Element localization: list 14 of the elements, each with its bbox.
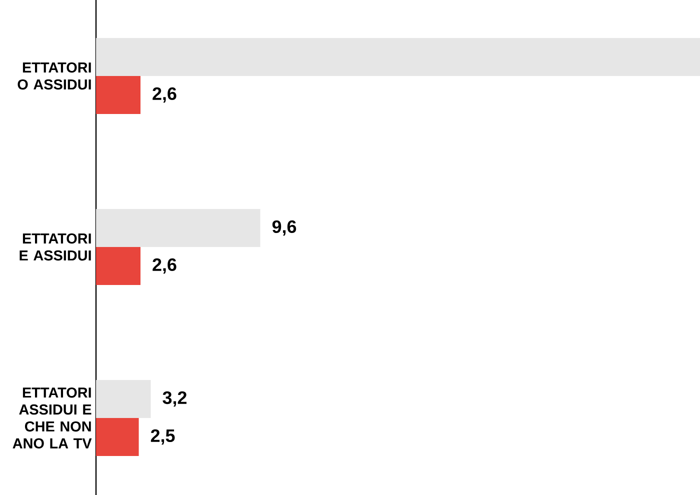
data-label: 2,6 xyxy=(152,258,176,274)
bar xyxy=(96,246,140,285)
bar xyxy=(96,418,139,456)
bar xyxy=(96,208,260,247)
data-label: 2,5 xyxy=(150,429,175,445)
y-tick-label: ETTATORI E ASSIDUI xyxy=(20,233,91,261)
bar xyxy=(96,76,140,114)
data-label: 9,6 xyxy=(272,220,296,236)
y-tick-label: ETTATORI O ASSIDUI xyxy=(18,62,91,90)
bar xyxy=(96,380,151,418)
y-tick-label: ETTATORI ASSIDUI E CHE NON ANO LA TV xyxy=(12,387,92,449)
data-label: 2,6 xyxy=(152,87,176,103)
data-label: 3,2 xyxy=(162,391,186,407)
bar xyxy=(96,38,700,76)
